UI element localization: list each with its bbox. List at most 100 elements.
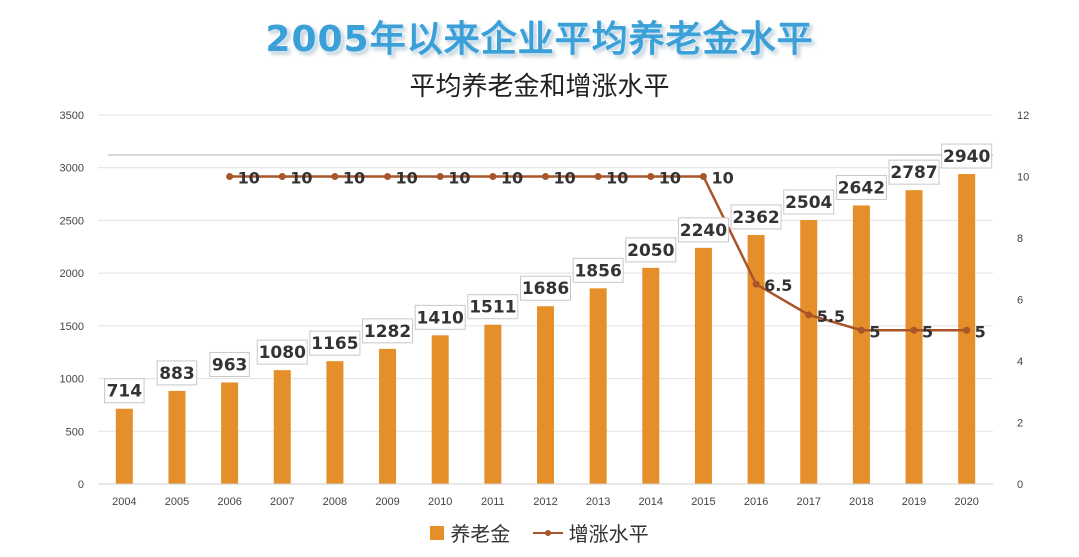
bar-data-label: 1080 [256,339,308,365]
growth-point [436,173,444,180]
bar-data-label: 1165 [309,330,361,356]
main-title: 2005年以来企业平均养老金水平 [265,19,814,60]
legend-line-growth [532,526,563,540]
x-tick-label: 2017 [796,496,820,508]
bar-data-label: 2787 [888,159,940,185]
bar-data-label-box [783,189,835,215]
bar-data-label: 2642 [835,174,887,200]
bar-data-label: 2504 [783,189,835,215]
bar-data-label-text: 1511 [469,298,516,318]
bar-data-label-box [256,339,308,365]
bar [221,382,239,484]
growth-point [752,280,760,288]
bar-data-label-box [888,159,940,185]
bar [642,267,660,484]
x-tick-label: 2008 [323,496,347,508]
growth-data-label: 10 [448,169,470,188]
growth-point [647,173,655,180]
growth-data-label: 5 [975,322,986,341]
growth-data-label: 10 [238,169,260,188]
chart-title: 平均养老金和增涨水平 [409,72,670,102]
bar [537,306,554,484]
bar-data-label-text: 2240 [680,221,727,241]
growth-point [278,173,286,180]
x-tick-label: 2012 [533,496,557,508]
x-tick-label: 2020 [954,496,978,508]
y-right-tick-label: 8 [1017,233,1023,245]
bar-data-label-box [520,275,571,301]
bar-data-label-text: 2787 [890,163,937,183]
legend-label-growth: 增涨水平 [568,522,649,546]
bar [326,361,344,484]
bar-data-label-box [941,143,993,169]
bar-data-label-text: 2642 [838,178,885,198]
bar-data-label-box [625,237,677,263]
legend-item-pension: 养老金 [430,518,510,547]
bar-data-label-box [209,351,250,377]
legend: 养老金 增涨水平 [0,518,1079,547]
bar-data-label: 2240 [677,217,729,243]
growth-point [910,326,918,334]
bar-data-label-text: 714 [107,382,143,402]
growth-point [331,173,339,180]
bar-data-label-box [414,304,466,330]
growth-data-label: 10 [501,169,523,188]
growth-line [226,173,971,334]
bar [431,335,449,484]
growth-point [805,311,813,319]
bar-data-label: 963 [209,351,250,377]
growth-data-label: 6.5 [764,276,792,295]
bar-data-label: 2050 [625,237,677,263]
growth-point [226,173,234,180]
x-tick-label: 2011 [481,496,505,508]
bar-data-label: 883 [156,360,198,386]
bar-data-label-text: 883 [159,364,195,384]
bar-data-label: 714 [104,378,145,404]
bar [273,370,291,484]
bar-data-label: 1410 [414,304,466,330]
bar-data-label: 1686 [520,275,571,301]
x-tick-label: 2007 [270,496,294,508]
growth-data-label: 5.5 [817,307,845,326]
growth-point [699,173,707,180]
bar [379,348,397,484]
bar [589,288,607,484]
growth-data-label: 10 [711,169,733,188]
bar [484,324,502,484]
y-right-tick-label: 6 [1017,295,1023,307]
bar-data-label: 1511 [467,294,519,320]
bar [852,205,870,485]
bar-data-label-box [572,257,624,283]
bar-data-label-text: 963 [212,355,248,375]
x-tick-label: 2014 [639,496,663,508]
growth-data-label: 10 [343,169,365,188]
growth-data-label: 10 [554,169,576,188]
y-left-tick-label: 1500 [60,321,84,333]
bar-data-label: 1856 [572,257,624,283]
growth-data-label: 10 [396,169,418,188]
bar-data-label-box [104,378,145,404]
bar-data-label-text: 1856 [574,261,621,281]
growth-data-label: 5 [869,322,880,341]
bar-data-label-text: 1410 [417,308,464,328]
y-left-tick-label: 3000 [60,163,84,175]
bar-data-label: 2362 [730,204,782,230]
growth-data-label: 10 [659,169,681,188]
x-tick-label: 2015 [691,496,715,508]
bar-data-label-text: 2362 [732,208,779,228]
bar-data-label-box [835,174,887,200]
x-tick-label: 2018 [849,496,873,508]
bar [694,247,712,484]
y-left-tick-label: 0 [78,479,84,491]
x-tick-label: 2013 [586,496,610,508]
bar-data-label-box [309,330,361,356]
bar-data-label-text: 1080 [259,343,306,363]
y-left-tick-label: 2000 [60,268,84,280]
legend-item-growth: 增涨水平 [532,518,649,547]
bar [168,390,186,484]
x-tick-label: 2019 [902,496,926,508]
y-left-tick-label: 2500 [60,215,84,227]
x-tick-label: 2004 [112,496,136,508]
bar-data-label-text: 2504 [785,193,832,213]
